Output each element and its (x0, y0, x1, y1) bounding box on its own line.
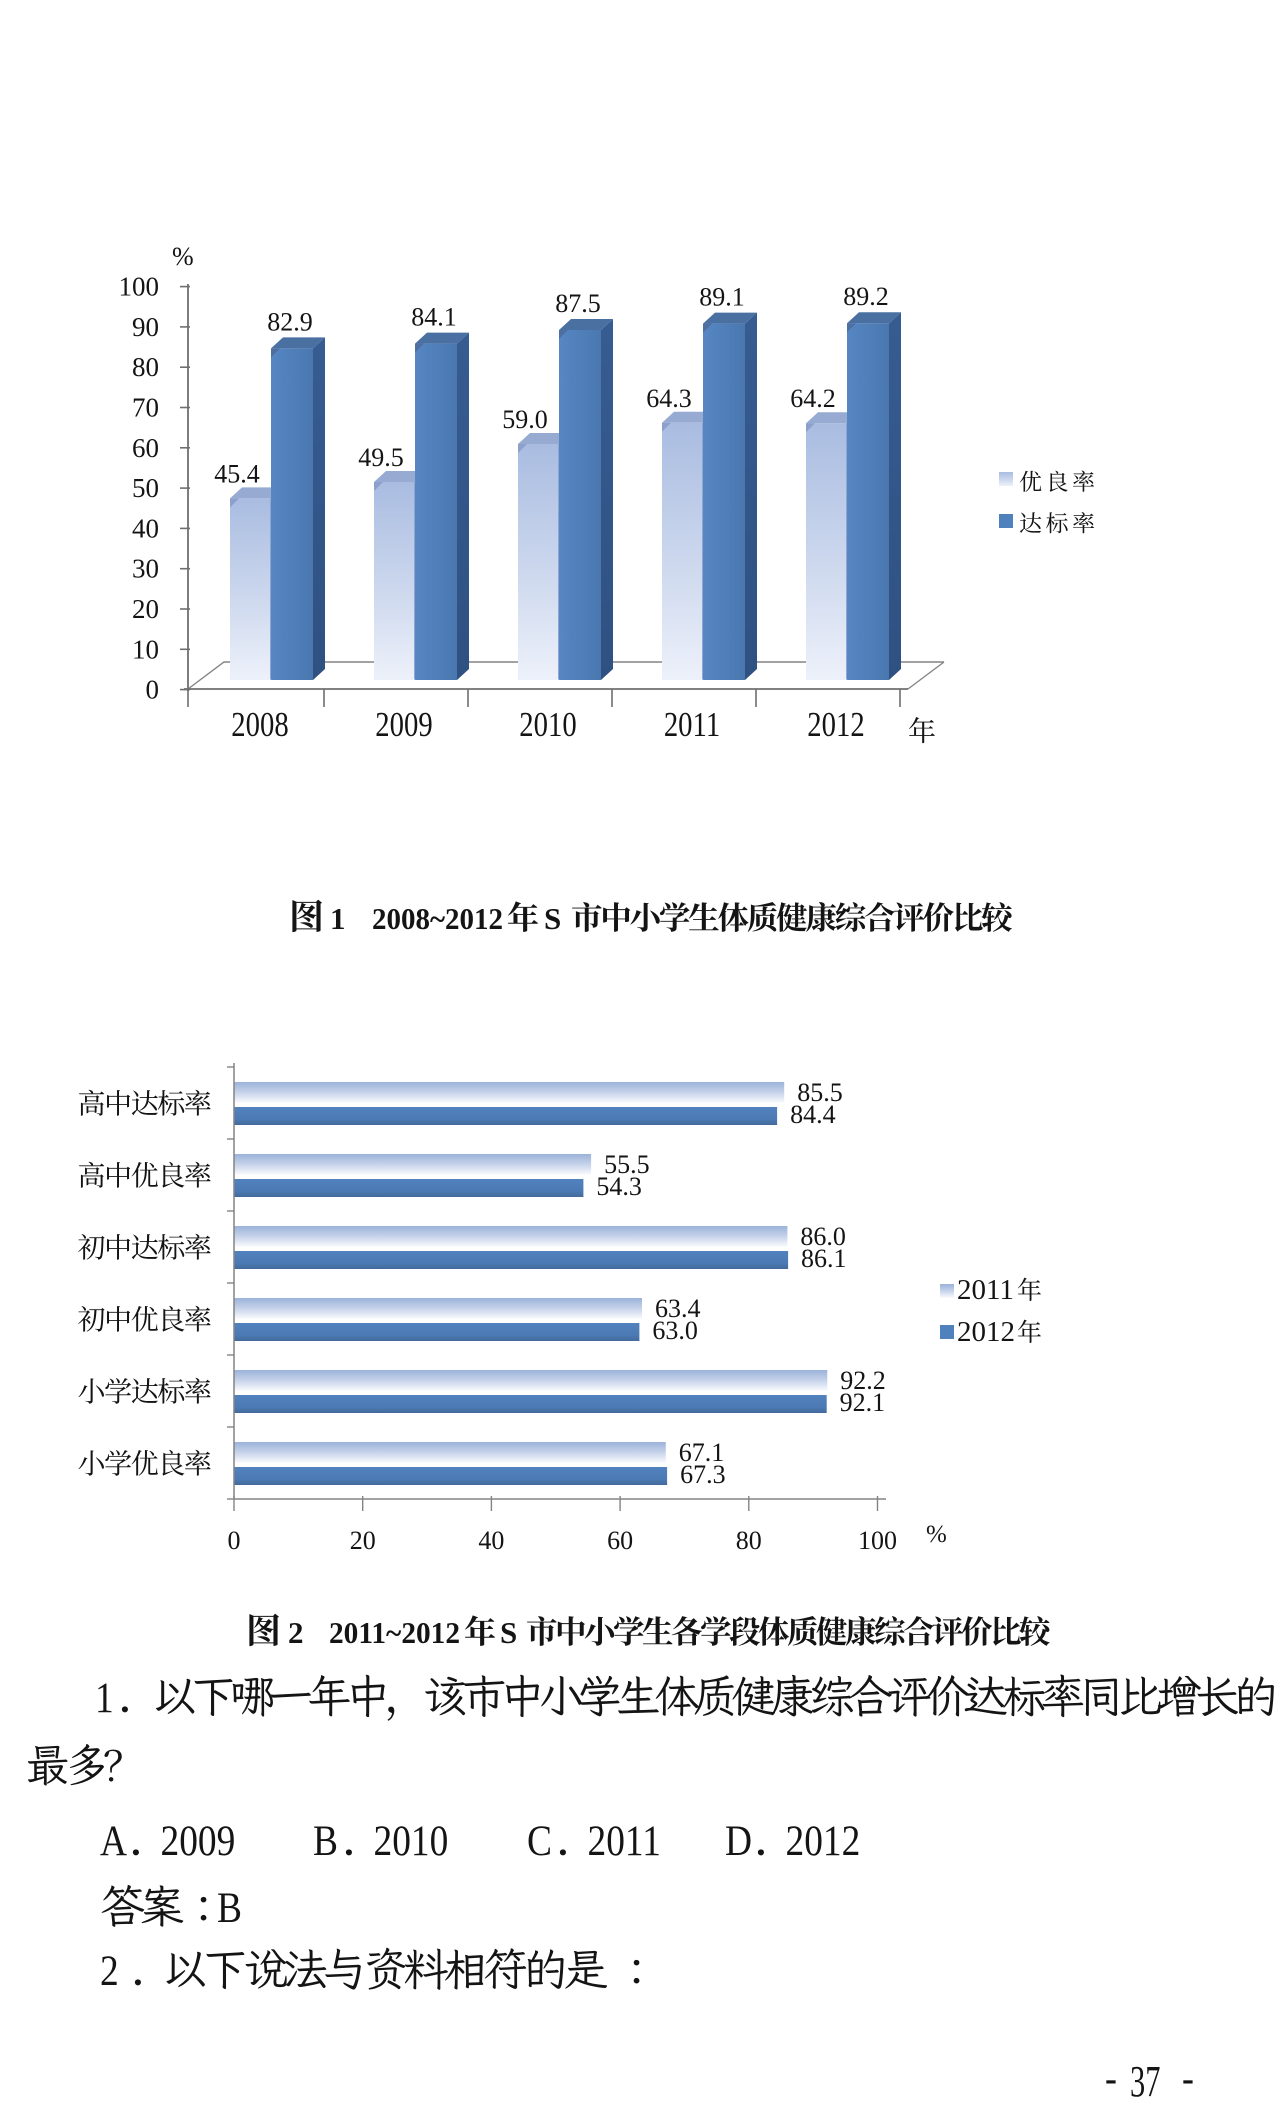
svg-text:59.0: 59.0 (502, 405, 548, 434)
svg-text:82.9: 82.9 (267, 307, 313, 336)
svg-text:92.2: 92.2 (840, 1366, 886, 1395)
svg-text:2011: 2011 (588, 1817, 661, 1865)
svg-text:0: 0 (146, 675, 160, 705)
svg-text:2008: 2008 (231, 704, 288, 743)
svg-text:67.1: 67.1 (679, 1438, 725, 1467)
svg-text:C: C (527, 1817, 552, 1865)
svg-text:-: - (1182, 2055, 1194, 2101)
svg-text:%: % (172, 242, 194, 271)
svg-text:49.5: 49.5 (358, 443, 404, 472)
svg-text:-: - (1105, 2055, 1117, 2101)
svg-text:2011: 2011 (957, 1274, 1014, 1306)
svg-text:37: 37 (1130, 2056, 1160, 2106)
svg-text:D: D (725, 1817, 752, 1865)
svg-text:86.0: 86.0 (800, 1222, 846, 1251)
svg-text:63.4: 63.4 (655, 1294, 701, 1323)
svg-text:90: 90 (132, 312, 159, 342)
svg-text:54.3: 54.3 (596, 1172, 642, 1201)
svg-text:60: 60 (132, 433, 159, 463)
svg-text:20: 20 (132, 594, 159, 624)
svg-text:100: 100 (119, 272, 160, 302)
svg-text:30: 30 (132, 554, 159, 584)
svg-text:10: 10 (132, 634, 159, 664)
svg-text:100: 100 (858, 1526, 897, 1555)
svg-text:0: 0 (228, 1526, 241, 1555)
svg-text:70: 70 (132, 393, 159, 423)
svg-text:2009: 2009 (161, 1817, 236, 1865)
svg-text:2010: 2010 (519, 704, 576, 743)
svg-text:89.2: 89.2 (843, 282, 889, 311)
svg-text:S: S (544, 901, 561, 936)
svg-text:63.0: 63.0 (652, 1316, 698, 1345)
svg-text:2012: 2012 (807, 704, 864, 743)
svg-text:67.3: 67.3 (680, 1460, 726, 1489)
svg-text:84.1: 84.1 (411, 303, 457, 332)
svg-text:2009: 2009 (375, 704, 432, 743)
svg-text:%: % (926, 1521, 947, 1548)
svg-text:92.1: 92.1 (840, 1388, 886, 1417)
svg-text:55.5: 55.5 (604, 1150, 650, 1179)
svg-text:64.3: 64.3 (646, 384, 692, 413)
svg-text:1: 1 (330, 901, 346, 936)
svg-text:40: 40 (132, 513, 159, 543)
svg-text:64.2: 64.2 (790, 384, 836, 413)
svg-text:B: B (217, 1884, 242, 1932)
svg-text:B: B (313, 1817, 338, 1865)
svg-text:89.1: 89.1 (699, 283, 745, 312)
svg-text:1: 1 (95, 1674, 114, 1722)
svg-text:S: S (500, 1615, 517, 1650)
svg-text:50: 50 (132, 473, 159, 503)
svg-text:80: 80 (736, 1526, 762, 1555)
svg-text:80: 80 (132, 352, 159, 382)
svg-text:2: 2 (288, 1615, 304, 1650)
svg-text:40: 40 (478, 1526, 504, 1555)
svg-text:2011~2012: 2011~2012 (329, 1615, 460, 1650)
svg-text:2008~2012: 2008~2012 (372, 901, 503, 936)
svg-text:2010: 2010 (374, 1817, 449, 1865)
svg-text:2011: 2011 (664, 704, 720, 743)
svg-text:87.5: 87.5 (555, 289, 601, 318)
svg-text:60: 60 (607, 1526, 633, 1555)
svg-text:2012: 2012 (957, 1316, 1015, 1348)
svg-text:45.4: 45.4 (214, 459, 260, 488)
svg-text:A: A (100, 1817, 127, 1865)
svg-text:2: 2 (100, 1947, 119, 1995)
svg-text:2012: 2012 (786, 1817, 861, 1865)
svg-text:20: 20 (350, 1526, 376, 1555)
svg-text:86.1: 86.1 (801, 1244, 847, 1273)
svg-text:84.4: 84.4 (790, 1100, 836, 1129)
svg-text:85.5: 85.5 (797, 1078, 843, 1107)
